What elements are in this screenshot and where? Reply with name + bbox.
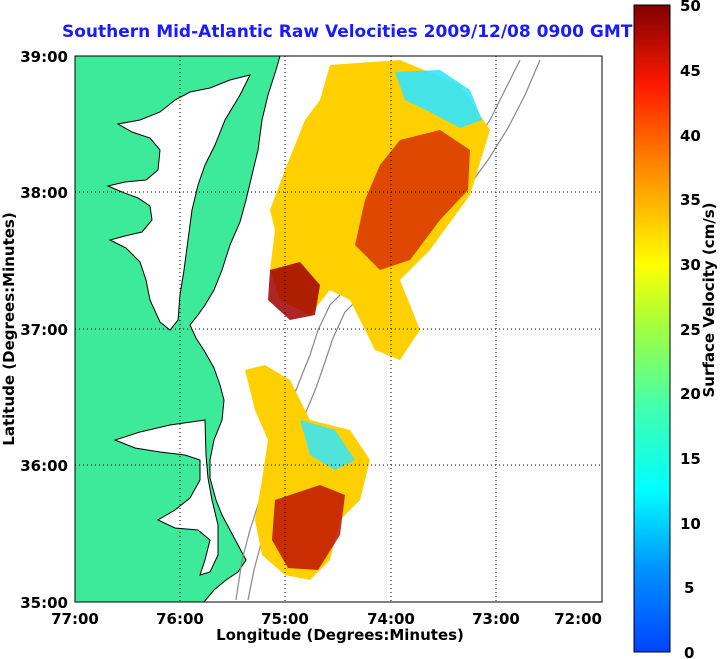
y-tick-label: 38:00	[20, 184, 68, 202]
colorbar-label: Surface Velocity (cm/s)	[700, 202, 718, 397]
colorbar-tick-label: 20	[680, 385, 701, 403]
plot-frame	[74, 55, 603, 603]
velocity-patch-west-core	[268, 262, 320, 320]
velocity-patch-south-core	[272, 485, 345, 570]
x-tick-label: 76:00	[156, 610, 204, 628]
colorbar	[633, 4, 671, 653]
x-tick-label: 73:00	[472, 610, 520, 628]
y-tick-label: 39:00	[20, 48, 68, 66]
colorbar-tick-label: 50	[680, 0, 701, 15]
y-axis-label: Latitude (Degrees:Minutes)	[0, 212, 18, 445]
x-tick-label: 72:00	[554, 610, 602, 628]
x-tick-label: 75:00	[261, 610, 309, 628]
colorbar-tick-label: 25	[680, 321, 701, 339]
chart-title: Southern Mid-Atlantic Raw Velocities 200…	[62, 22, 633, 42]
chesapeake-bay	[106, 74, 251, 331]
colorbar-tick-label: 5	[684, 579, 694, 597]
x-tick-labels: 77:00 76:00 75:00 74:00 73:00 72:00	[51, 610, 602, 628]
y-tick-label: 36:00	[20, 457, 68, 475]
x-axis-label: Longitude (Degrees:Minutes)	[216, 626, 464, 644]
colorbar-tick-label: 0	[684, 644, 694, 659]
colorbar-tick-label: 30	[680, 256, 701, 274]
colorbar-tick-label: 10	[680, 515, 701, 533]
velocity-patch-north-core	[355, 130, 470, 270]
velocity-patch-south-cool	[300, 420, 355, 470]
colorbar-tick-label: 15	[680, 450, 701, 468]
albemarle-sound	[113, 419, 219, 576]
colorbar-tick-label: 45	[680, 62, 701, 80]
colorbar-tick-label: 40	[680, 127, 701, 145]
colorbar-ticks: 50 45 40 35 30 25 20 15 10 5 0	[680, 0, 701, 659]
velocity-patch-north-cool	[395, 70, 482, 128]
x-tick-label: 77:00	[51, 610, 99, 628]
y-tick-label: 37:00	[20, 321, 68, 339]
y-tick-labels: 39:00 38:00 37:00 36:00 35:00	[20, 48, 68, 612]
y-tick-label: 35:00	[20, 594, 68, 612]
velocity-field	[245, 60, 490, 580]
grid	[75, 56, 602, 602]
x-tick-label: 74:00	[367, 610, 415, 628]
colorbar-tick-label: 35	[680, 191, 701, 209]
